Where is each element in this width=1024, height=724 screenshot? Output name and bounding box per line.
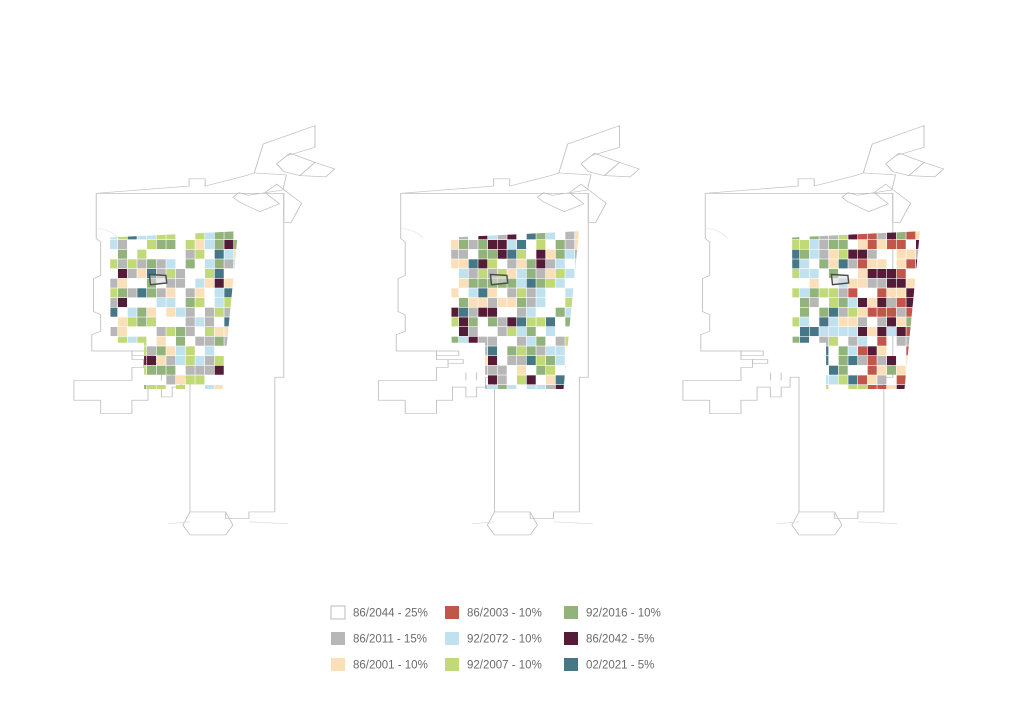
svg-text:92/2072 - 10%: 92/2072 - 10%	[467, 634, 542, 646]
svg-text:86/2011 - 15%: 86/2011 - 15%	[353, 634, 427, 646]
svg-text:86/2042 - 5%: 86/2042 - 5%	[586, 634, 654, 646]
svg-text:92/2007 - 10%: 92/2007 - 10%	[467, 660, 542, 672]
svg-text:92/2016 - 10%: 92/2016 - 10%	[586, 608, 661, 620]
svg-text:86/2044 - 25%: 86/2044 - 25%	[353, 608, 428, 620]
svg-text:86/2001 - 10%: 86/2001 - 10%	[353, 660, 428, 672]
svg-text:02/2021 - 5%: 02/2021 - 5%	[586, 660, 654, 672]
svg-text:86/2003 - 10%: 86/2003 - 10%	[467, 608, 542, 620]
